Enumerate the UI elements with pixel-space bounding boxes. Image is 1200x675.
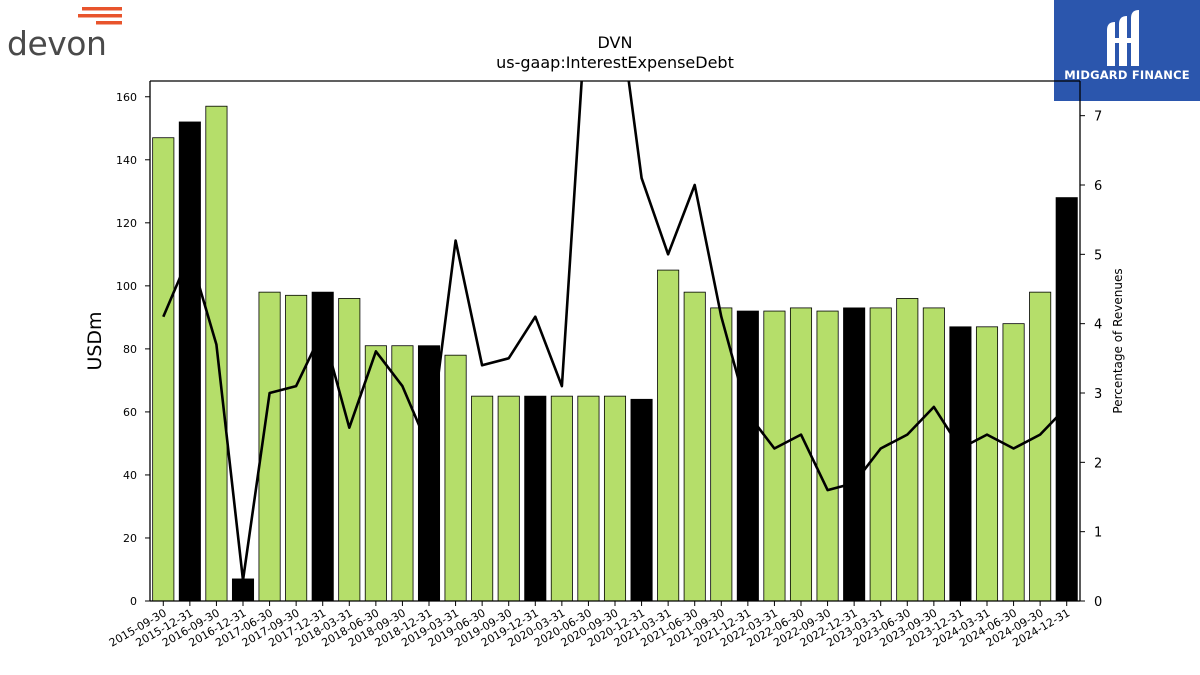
bar-2022-03-31: [763, 310, 786, 602]
midgard-finance-wordmark: MIDGARD FINANCE: [1064, 68, 1190, 82]
bar-2021-03-31: [657, 269, 680, 602]
bar-2017-09-30: [285, 294, 308, 602]
bar-2015-09-30: [152, 137, 175, 602]
y-tick-label: 0: [130, 595, 137, 608]
bar-2021-06-30: [683, 291, 706, 602]
y-tick-label: 140: [116, 154, 137, 167]
bar-2022-12-31: [843, 307, 866, 602]
bar-2020-12-31: [630, 398, 653, 602]
midgard-mark-icon: [1107, 10, 1139, 66]
y2-tick-label: 0: [1094, 595, 1102, 610]
y2-axis-label: Percentage of Revenues: [1111, 268, 1125, 413]
bar-2018-03-31: [338, 298, 361, 602]
bar-2019-03-31: [444, 354, 467, 602]
bar-2019-12-31: [524, 395, 547, 602]
y-tick-label: 160: [116, 91, 137, 104]
bar-2017-12-31: [311, 291, 334, 602]
y2-tick-label: 6: [1094, 179, 1102, 194]
bar-2015-12-31: [178, 121, 201, 602]
devon-logo: devon: [4, 4, 129, 64]
bar-2020-03-31: [550, 395, 573, 602]
y2-tick-label: 1: [1094, 526, 1102, 541]
bar-2022-09-30: [816, 310, 839, 602]
bar-2023-12-31: [949, 326, 972, 602]
bar-2020-09-30: [603, 395, 627, 602]
y-axis-label: USDm: [84, 311, 106, 370]
bar-2018-06-30: [364, 345, 387, 602]
bar-2023-03-31: [869, 307, 892, 602]
y-tick-label: 120: [116, 217, 137, 230]
y2-tick-label: 5: [1094, 248, 1102, 263]
bar-2019-09-30: [497, 395, 520, 602]
y2-tick-label: 7: [1094, 110, 1102, 125]
line-layer: [162, 81, 1068, 582]
bar-2024-06-30: [1002, 323, 1025, 602]
bar-2021-09-30: [710, 307, 733, 602]
bar-2024-09-30: [1029, 291, 1052, 602]
axes-layer: 020406080100120140160012345672015-09-302…: [107, 80, 1102, 650]
bar-2021-12-31: [736, 310, 759, 602]
y2-tick-label: 2: [1094, 456, 1102, 471]
y-tick-label: 100: [116, 280, 137, 293]
y2-tick-label: 4: [1094, 318, 1102, 333]
bar-2019-06-30: [471, 395, 494, 602]
bar-2024-12-31: [1055, 197, 1078, 602]
chart-title: DVN: [598, 33, 633, 52]
y-tick-label: 40: [123, 469, 137, 482]
y-tick-label: 60: [123, 406, 137, 419]
bars-layer: [152, 105, 1078, 602]
y-tick-label: 80: [123, 343, 137, 356]
midgard-finance-logo: MIDGARD FINANCE: [1054, 0, 1200, 101]
bar-2022-06-30: [789, 307, 813, 602]
bar-2023-06-30: [896, 298, 919, 602]
bar-2024-03-31: [975, 326, 999, 602]
bar-2020-06-30: [577, 395, 600, 602]
chart-subtitle: us-gaap:InterestExpenseDebt: [496, 53, 734, 72]
series-line-percentage-of-revenues: [162, 81, 1068, 582]
bar-2023-09-30: [922, 307, 945, 602]
devon-stripes-icon: [78, 7, 122, 25]
y-tick-label: 20: [123, 532, 137, 545]
y2-tick-label: 3: [1094, 387, 1102, 402]
devon-wordmark: devon: [7, 24, 107, 63]
bar-2016-12-31: [231, 578, 255, 602]
